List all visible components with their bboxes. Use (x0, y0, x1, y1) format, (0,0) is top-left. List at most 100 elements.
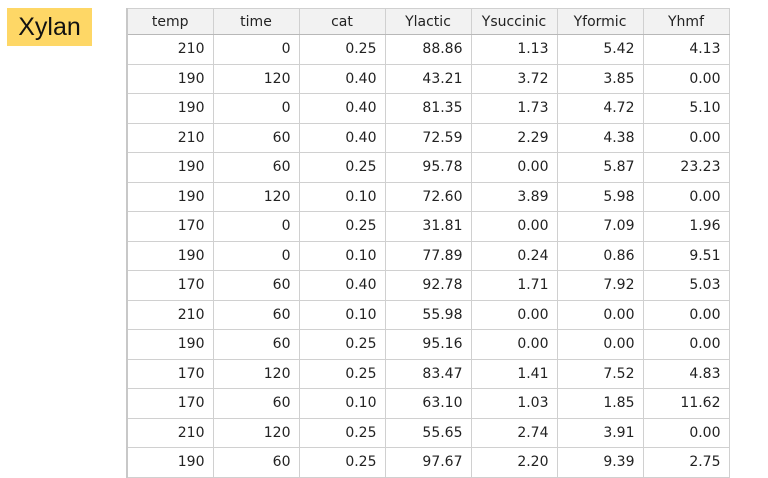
cell-yformic[interactable]: 7.92 (556, 270, 644, 301)
cell-ylactic[interactable]: 63.10 (384, 388, 472, 419)
cell-ylactic[interactable]: 88.86 (384, 34, 472, 65)
column-header-yhmf[interactable]: Yhmf (642, 8, 730, 35)
column-header-cat[interactable]: cat (298, 8, 386, 35)
cell-ysuccinic[interactable]: 1.13 (470, 34, 558, 65)
cell-yhmf[interactable]: 5.10 (642, 93, 730, 124)
cell-cat[interactable]: 0.40 (298, 93, 386, 124)
cell-ysuccinic[interactable]: 2.74 (470, 417, 558, 448)
cell-ysuccinic[interactable]: 0.00 (470, 299, 558, 330)
cell-ysuccinic[interactable]: 1.03 (470, 388, 558, 419)
cell-time[interactable]: 120 (212, 63, 300, 94)
cell-cat[interactable]: 0.25 (298, 34, 386, 65)
cell-temp[interactable]: 190 (126, 152, 214, 183)
cell-ysuccinic[interactable]: 2.20 (470, 447, 558, 478)
cell-time[interactable]: 120 (212, 417, 300, 448)
cell-ysuccinic[interactable]: 2.29 (470, 122, 558, 153)
cell-yhmf[interactable]: 1.96 (642, 211, 730, 242)
cell-temp[interactable]: 210 (126, 122, 214, 153)
cell-time[interactable]: 0 (212, 34, 300, 65)
cell-ylactic[interactable]: 31.81 (384, 211, 472, 242)
cell-ysuccinic[interactable]: 1.71 (470, 270, 558, 301)
cell-time[interactable]: 60 (212, 447, 300, 478)
column-header-ysuccinic[interactable]: Ysuccinic (470, 8, 558, 35)
cell-time[interactable]: 120 (212, 358, 300, 389)
cell-cat[interactable]: 0.10 (298, 240, 386, 271)
cell-time[interactable]: 0 (212, 93, 300, 124)
cell-yhmf[interactable]: 0.00 (642, 417, 730, 448)
cell-ylactic[interactable]: 92.78 (384, 270, 472, 301)
cell-cat[interactable]: 0.10 (298, 388, 386, 419)
cell-time[interactable]: 60 (212, 388, 300, 419)
cell-yhmf[interactable]: 0.00 (642, 63, 730, 94)
cell-time[interactable]: 0 (212, 211, 300, 242)
column-header-yformic[interactable]: Yformic (556, 8, 644, 35)
cell-cat[interactable]: 0.25 (298, 329, 386, 360)
cell-yformic[interactable]: 4.38 (556, 122, 644, 153)
cell-temp[interactable]: 170 (126, 388, 214, 419)
cell-time[interactable]: 60 (212, 299, 300, 330)
cell-ylactic[interactable]: 81.35 (384, 93, 472, 124)
cell-cat[interactable]: 0.25 (298, 211, 386, 242)
cell-yhmf[interactable]: 0.00 (642, 181, 730, 212)
cell-cat[interactable]: 0.10 (298, 299, 386, 330)
cell-yformic[interactable]: 1.85 (556, 388, 644, 419)
cell-ylactic[interactable]: 83.47 (384, 358, 472, 389)
cell-temp[interactable]: 210 (126, 299, 214, 330)
cell-yformic[interactable]: 5.42 (556, 34, 644, 65)
cell-temp[interactable]: 190 (126, 329, 214, 360)
cell-temp[interactable]: 170 (126, 358, 214, 389)
cell-temp[interactable]: 190 (126, 63, 214, 94)
cell-yhmf[interactable]: 5.03 (642, 270, 730, 301)
cell-ysuccinic[interactable]: 0.00 (470, 211, 558, 242)
cell-yhmf[interactable]: 23.23 (642, 152, 730, 183)
cell-ylactic[interactable]: 43.21 (384, 63, 472, 94)
cell-ysuccinic[interactable]: 0.00 (470, 152, 558, 183)
cell-time[interactable]: 60 (212, 329, 300, 360)
cell-ysuccinic[interactable]: 0.24 (470, 240, 558, 271)
cell-ylactic[interactable]: 77.89 (384, 240, 472, 271)
cell-yformic[interactable]: 3.85 (556, 63, 644, 94)
cell-time[interactable]: 0 (212, 240, 300, 271)
column-header-temp[interactable]: temp (126, 8, 214, 35)
cell-ylactic[interactable]: 97.67 (384, 447, 472, 478)
cell-temp[interactable]: 190 (126, 240, 214, 271)
cell-yhmf[interactable]: 0.00 (642, 299, 730, 330)
cell-yhmf[interactable]: 11.62 (642, 388, 730, 419)
cell-ylactic[interactable]: 55.65 (384, 417, 472, 448)
cell-ylactic[interactable]: 72.59 (384, 122, 472, 153)
cell-cat[interactable]: 0.40 (298, 270, 386, 301)
cell-yformic[interactable]: 7.09 (556, 211, 644, 242)
column-header-time[interactable]: time (212, 8, 300, 35)
cell-cat[interactable]: 0.25 (298, 152, 386, 183)
cell-yformic[interactable]: 0.00 (556, 329, 644, 360)
cell-ylactic[interactable]: 55.98 (384, 299, 472, 330)
cell-cat[interactable]: 0.40 (298, 122, 386, 153)
cell-ysuccinic[interactable]: 3.72 (470, 63, 558, 94)
cell-temp[interactable]: 170 (126, 270, 214, 301)
cell-cat[interactable]: 0.25 (298, 358, 386, 389)
cell-time[interactable]: 60 (212, 270, 300, 301)
cell-temp[interactable]: 170 (126, 211, 214, 242)
cell-ylactic[interactable]: 72.60 (384, 181, 472, 212)
cell-yformic[interactable]: 7.52 (556, 358, 644, 389)
cell-temp[interactable]: 190 (126, 447, 214, 478)
cell-time[interactable]: 60 (212, 152, 300, 183)
cell-ysuccinic[interactable]: 1.73 (470, 93, 558, 124)
cell-yhmf[interactable]: 0.00 (642, 122, 730, 153)
cell-temp[interactable]: 190 (126, 93, 214, 124)
cell-ysuccinic[interactable]: 0.00 (470, 329, 558, 360)
cell-temp[interactable]: 190 (126, 181, 214, 212)
cell-yformic[interactable]: 0.86 (556, 240, 644, 271)
cell-yhmf[interactable]: 0.00 (642, 329, 730, 360)
cell-cat[interactable]: 0.10 (298, 181, 386, 212)
cell-yformic[interactable]: 9.39 (556, 447, 644, 478)
cell-yhmf[interactable]: 4.13 (642, 34, 730, 65)
cell-time[interactable]: 120 (212, 181, 300, 212)
cell-cat[interactable]: 0.25 (298, 447, 386, 478)
cell-yhmf[interactable]: 9.51 (642, 240, 730, 271)
cell-ysuccinic[interactable]: 3.89 (470, 181, 558, 212)
cell-ylactic[interactable]: 95.16 (384, 329, 472, 360)
cell-yformic[interactable]: 3.91 (556, 417, 644, 448)
cell-yformic[interactable]: 5.87 (556, 152, 644, 183)
cell-yformic[interactable]: 0.00 (556, 299, 644, 330)
